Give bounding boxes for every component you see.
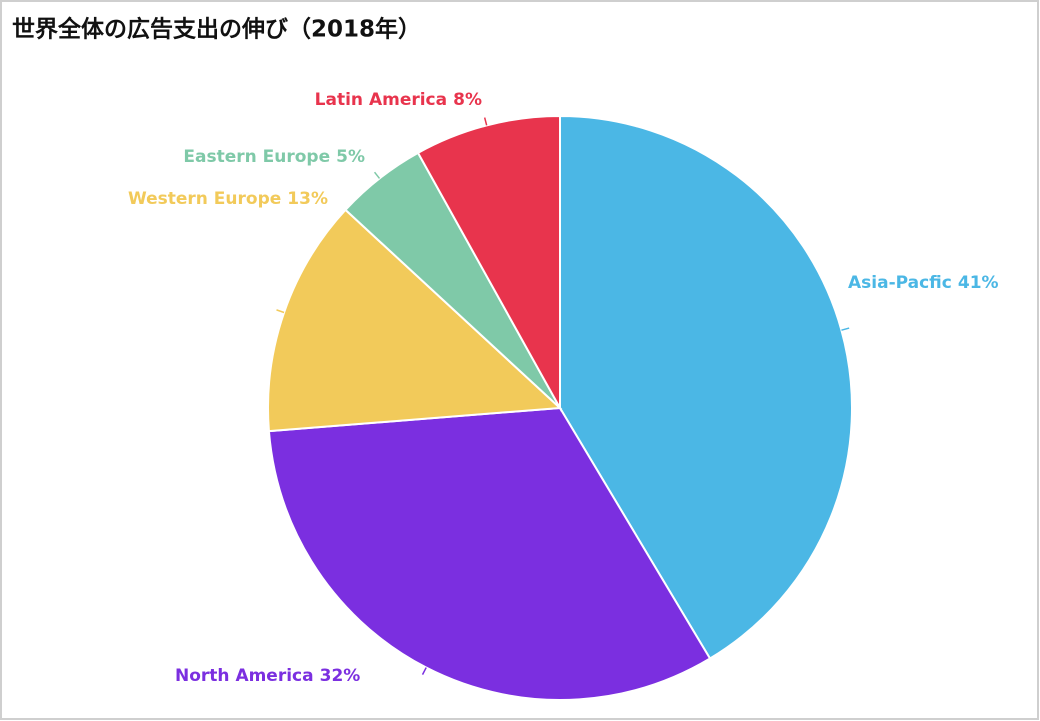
leader-line <box>373 171 381 179</box>
value-label: 32% <box>320 666 361 686</box>
leader-line <box>276 309 285 314</box>
labels: Asia-Pacfic 41% North America 32% Western Eu… <box>128 90 999 686</box>
slice-label: Western Europe 13% <box>128 189 328 209</box>
category-name: Western Europe <box>128 189 281 209</box>
chart-title: 世界全体の広告支出の伸び（2018年） <box>12 16 421 43</box>
value-label: 5% <box>336 147 365 167</box>
pie <box>267 114 853 701</box>
slice-label: Latin America 8% <box>315 90 482 110</box>
category-name: Latin America <box>315 90 447 110</box>
value-label: 41% <box>958 273 999 293</box>
category-name: North America <box>175 666 314 686</box>
pie-slice <box>267 208 563 433</box>
leader-line <box>421 667 427 675</box>
leader-line <box>841 327 850 331</box>
leader-line <box>483 117 488 126</box>
slice-label: North America 32% <box>175 666 360 686</box>
slice-label: Eastern Europe 5% <box>183 147 365 167</box>
pie-slice <box>559 114 853 660</box>
slice-label: Asia-Pacfic 41% <box>848 273 999 293</box>
category-name: Eastern Europe <box>183 147 330 167</box>
category-name: Asia-Pacfic <box>848 273 952 293</box>
value-label: 13% <box>287 189 328 209</box>
pie-slice <box>416 114 561 412</box>
value-label: 8% <box>453 90 482 110</box>
